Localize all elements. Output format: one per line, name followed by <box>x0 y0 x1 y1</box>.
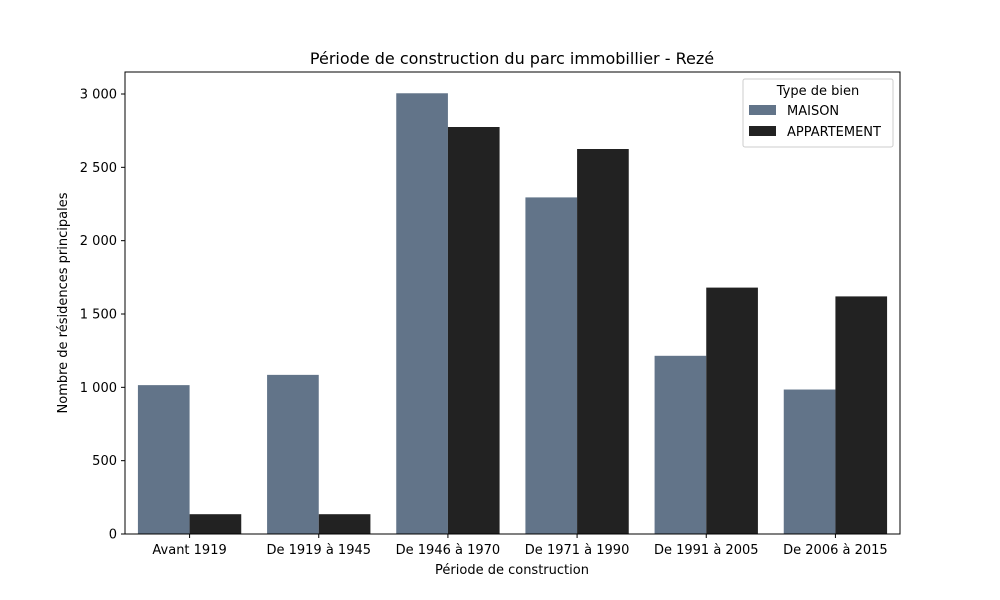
y-tick-label: 1 000 <box>80 381 117 396</box>
legend-box <box>742 78 894 148</box>
bar-appartement-2 <box>447 127 500 534</box>
legend-label-maison: MAISON <box>787 104 839 119</box>
bar-maison-2 <box>396 93 448 535</box>
bar-maison-1 <box>267 374 319 534</box>
y-tick-label: 1 500 <box>80 308 117 323</box>
bar-appartement-1 <box>318 514 371 534</box>
y-tick-label: 0 <box>109 528 117 543</box>
y-tick-label: 2 000 <box>80 234 117 249</box>
x-axis: Avant 1919 De 1919 à 1945 De 1946 à 1970 De… <box>152 534 888 558</box>
chart-title: Période de construction du parc immobill… <box>310 49 714 68</box>
legend-swatch-appartement <box>749 126 776 136</box>
x-tick-label: Avant 1919 <box>152 543 226 558</box>
legend: Type de bien MAISON APPARTEMENT <box>742 78 894 148</box>
legend-swatch-maison <box>749 105 776 115</box>
x-tick-label: De 1919 à 1945 <box>266 543 371 558</box>
bars-group <box>137 93 888 535</box>
bar-maison-0 <box>137 385 190 534</box>
x-tick-label: De 1991 à 2005 <box>654 543 759 558</box>
y-tick-label: 3 000 <box>80 88 117 103</box>
bar-appartement-4 <box>706 287 758 534</box>
legend-items: MAISON APPARTEMENT <box>749 104 881 140</box>
bar-maison-3 <box>525 197 578 534</box>
legend-label-appartement: APPARTEMENT <box>787 125 881 140</box>
y-tick-label: 500 <box>92 454 117 469</box>
bar-maison-4 <box>654 355 707 534</box>
x-tick-label: De 1946 à 1970 <box>396 543 501 558</box>
y-tick-label: 2 500 <box>80 161 117 176</box>
bar-appartement-5 <box>835 296 888 534</box>
bar-appartement-3 <box>577 149 629 534</box>
bar-appartement-0 <box>189 514 242 534</box>
x-axis-label: Période de construction <box>435 563 589 578</box>
legend-title: Type de bien <box>776 84 859 99</box>
x-tick-label: De 2006 à 2015 <box>783 543 888 558</box>
y-axis-label: Nombre de résidences principales <box>56 192 71 413</box>
y-axis: 0 500 1 000 1 500 2 000 2 500 3 000 <box>80 88 125 543</box>
plot-frame <box>124 71 901 535</box>
x-tick-label: De 1971 à 1990 <box>525 543 630 558</box>
bar-maison-5 <box>783 389 836 534</box>
